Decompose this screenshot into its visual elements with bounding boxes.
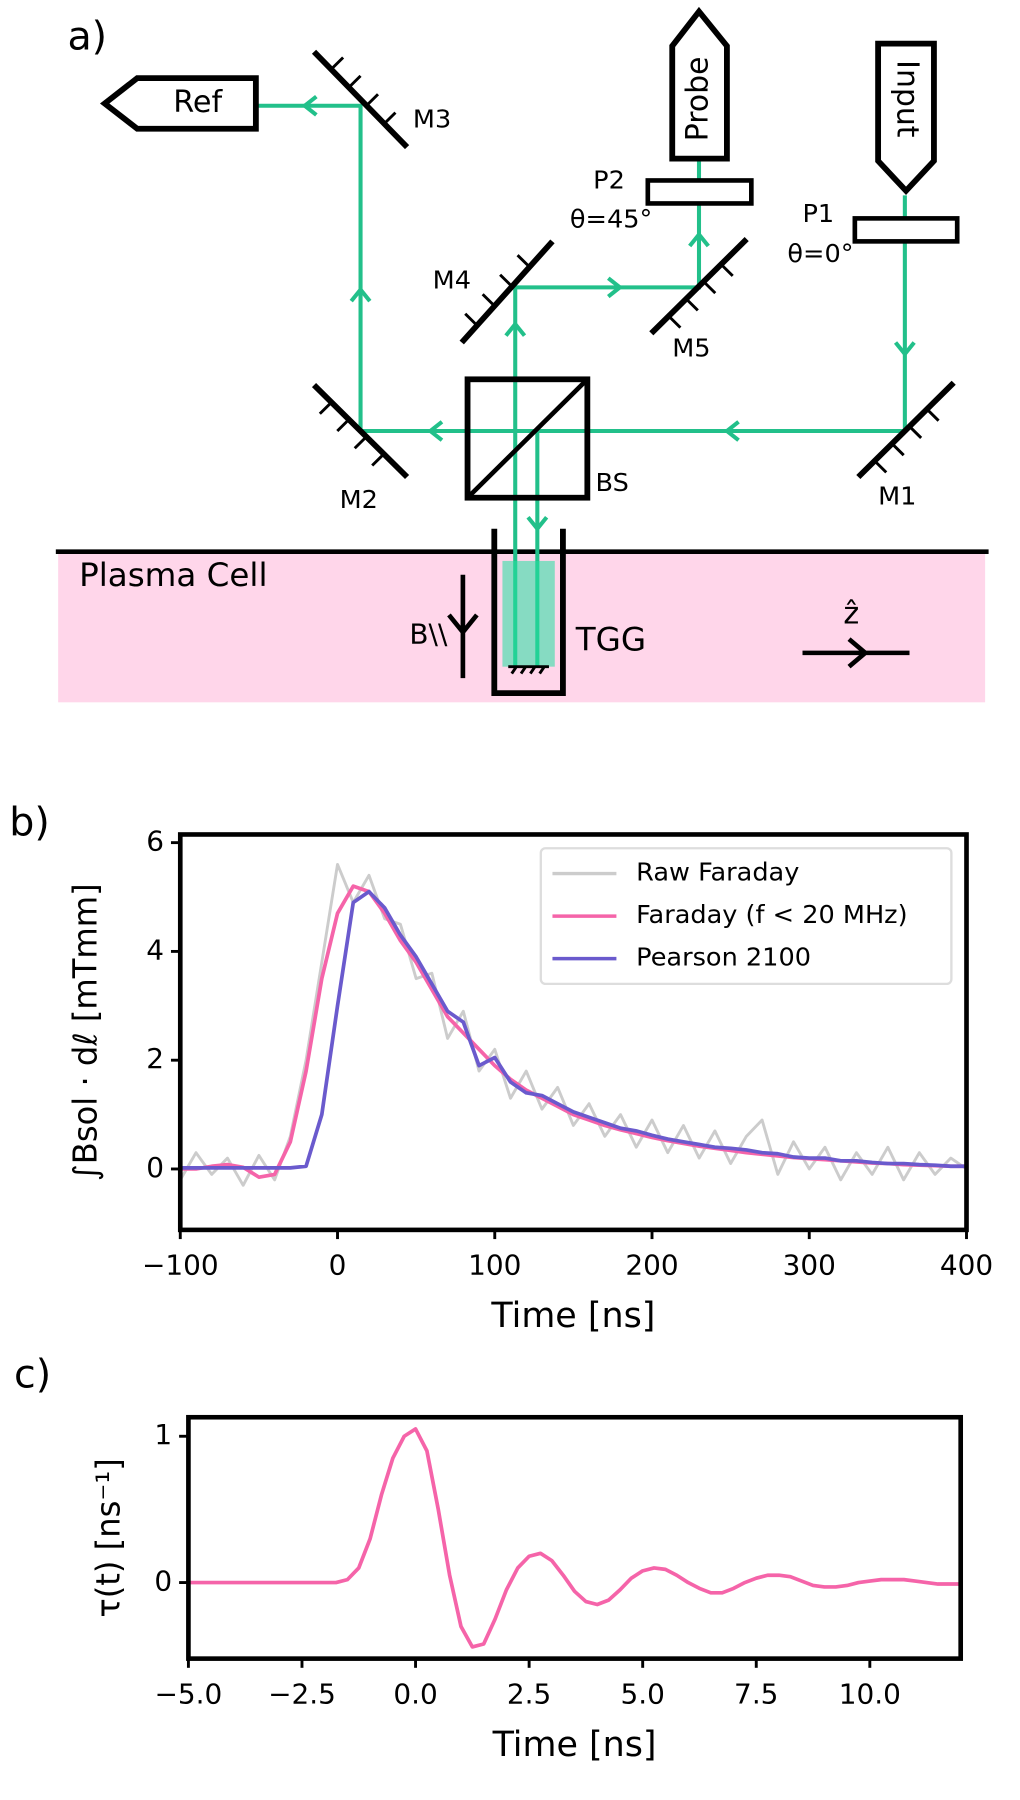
b-field-arrow <box>447 574 479 679</box>
x-tick-label: 400 <box>940 1249 993 1282</box>
x-tick-label: 200 <box>625 1249 678 1282</box>
x-axis-label: Time [ns] <box>492 1725 657 1765</box>
y-axis-label: ∫Bsol · dℓ [mTmm] <box>66 883 104 1181</box>
plasma-cell-label: Plasma Cell <box>79 556 267 594</box>
y-tick-label: 6 <box>146 825 164 858</box>
legend-label: Faraday (f < 20 MHz) <box>636 899 907 929</box>
x-tick-label: 300 <box>783 1249 836 1282</box>
beam-arrows <box>301 94 916 532</box>
y-tick-label: 4 <box>146 934 164 967</box>
legend-label: Pearson 2100 <box>636 942 811 972</box>
beam-splitter <box>464 376 591 501</box>
data-line <box>179 862 968 1187</box>
data-line <box>180 889 967 1170</box>
polarizer-p1 <box>852 216 960 244</box>
m2-label: M2 <box>340 484 378 514</box>
m4-label: M4 <box>433 265 471 295</box>
x-tick-label: 0.0 <box>393 1678 437 1711</box>
y-tick-label: 2 <box>146 1042 164 1075</box>
data-line <box>188 1427 961 1649</box>
tgg-mirror <box>508 665 549 675</box>
z-axis-arrow <box>802 637 910 669</box>
plot-frame <box>177 832 969 1233</box>
input-source <box>875 40 937 196</box>
tgg-crystal <box>491 528 566 696</box>
m1-label: M1 <box>878 481 916 511</box>
x-tick-label: −100 <box>142 1249 219 1282</box>
beam-splitter-diagonal <box>465 377 589 500</box>
y-tick-label: 0 <box>146 1151 164 1184</box>
x-tick-label: −5.0 <box>155 1678 223 1711</box>
mirrors <box>311 49 956 480</box>
polarizer-p2 <box>645 178 754 206</box>
p1-label: P1 <box>803 198 835 228</box>
x-tick-label: 0 <box>329 1249 347 1282</box>
diagram: a) Ref Input Probe M3 P2 θ=45° P1 θ=0° M… <box>55 6 989 703</box>
m3-label: M3 <box>413 104 451 134</box>
y-axis-label: τ(t) [ns⁻¹] <box>89 1458 127 1617</box>
m5-label: M5 <box>672 333 710 363</box>
x-tick-label: 5.0 <box>620 1678 664 1711</box>
z-axis-label: ẑ <box>843 597 859 632</box>
panel-label: c) <box>14 1353 51 1398</box>
y-tick-label: 1 <box>154 1418 172 1451</box>
tgg-label: TGG <box>575 621 646 659</box>
x-tick-label: 2.5 <box>507 1678 551 1711</box>
tgg-beam <box>502 560 555 667</box>
x-tick-label: 7.5 <box>734 1678 778 1711</box>
y-tick-label: 0 <box>154 1565 172 1598</box>
plot-frame <box>186 1414 964 1661</box>
ref-label: Ref <box>173 85 223 120</box>
panel-label: b) <box>9 801 50 846</box>
x-tick-label: −2.5 <box>268 1678 336 1711</box>
x-tick-label: 100 <box>468 1249 521 1282</box>
x-tick-label: 10.0 <box>839 1678 901 1711</box>
b-field-label: B\\ <box>409 618 448 651</box>
probe-detector <box>669 6 730 162</box>
legend-label: Raw Faraday <box>636 857 799 887</box>
p2-label: P2 <box>593 165 625 195</box>
input-label: Input <box>889 60 924 138</box>
probe-label: Probe <box>680 56 715 141</box>
p1-angle: θ=0° <box>787 238 853 268</box>
p2-angle: θ=45° <box>570 204 652 234</box>
ref-detector <box>99 75 259 132</box>
x-axis-label: Time [ns] <box>490 1296 655 1336</box>
legend-box <box>539 847 953 986</box>
bs-label: BS <box>595 467 628 497</box>
panel-label: a) <box>67 15 107 60</box>
